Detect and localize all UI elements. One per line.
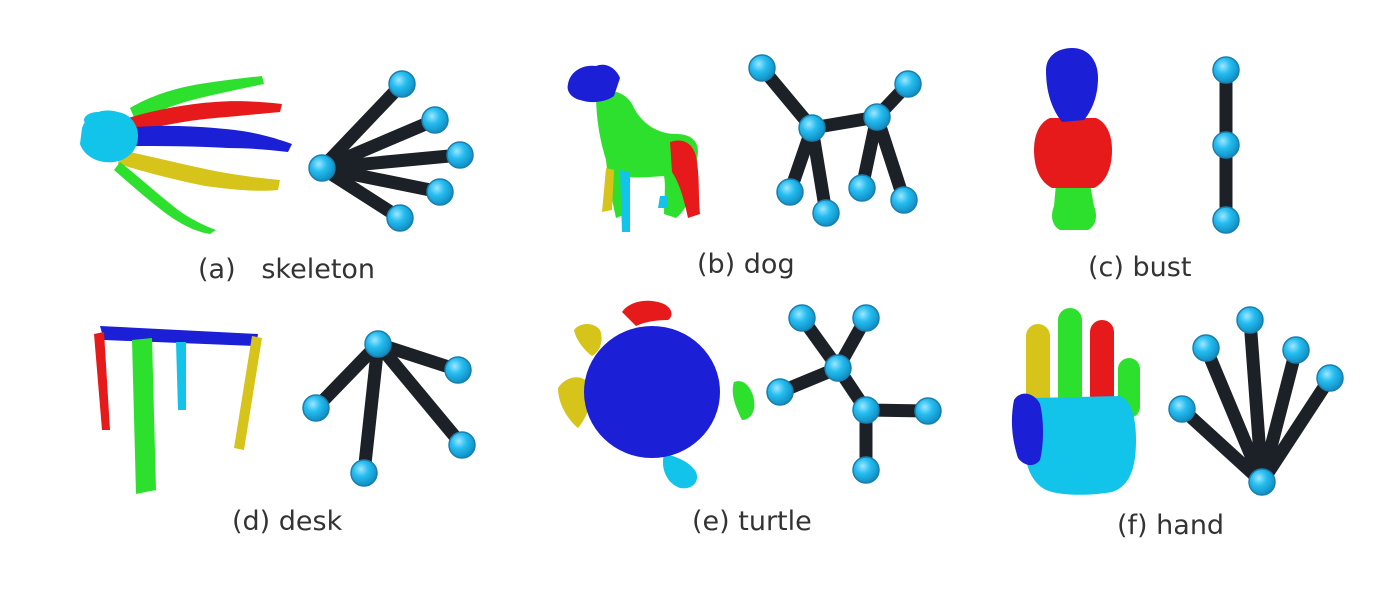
caption-f-hand: (f) hand (1117, 510, 1225, 541)
dog-graph (748, 54, 922, 227)
skeleton-node-root (308, 154, 336, 182)
desk-leg-cyan (176, 342, 186, 410)
skeleton-node (446, 141, 474, 169)
desk-node (364, 330, 392, 358)
dog-hind-leg-red (670, 140, 700, 218)
hand-node-root (1248, 468, 1276, 496)
bust-torso-red (1034, 118, 1112, 188)
desk-graph (302, 330, 476, 487)
turtle-flipper-green (732, 381, 755, 420)
dog-front-leg-cyan (620, 170, 630, 232)
dog-node (863, 103, 891, 131)
hand-thumb-blue (1011, 393, 1043, 466)
hand-node (1168, 395, 1196, 423)
caption-d-desk: (d) desk (232, 506, 343, 537)
hand-node (1316, 364, 1344, 392)
panel-a-skeleton (80, 70, 474, 234)
bust-graph (1212, 56, 1240, 234)
desk-leg-green (132, 338, 156, 494)
panel-c-bust (1034, 48, 1240, 234)
dog-node (890, 186, 918, 214)
skeleton-node (386, 204, 414, 232)
turtle-node (824, 354, 852, 382)
turtle-node (852, 304, 880, 332)
bust-node (1212, 206, 1240, 234)
desk-mesh (94, 326, 262, 494)
turtle-mesh (558, 300, 755, 489)
desk-node (444, 356, 472, 384)
skeleton-graph (308, 70, 474, 232)
skeleton-mesh (80, 76, 292, 234)
dog-head (567, 64, 620, 103)
skeleton-node (426, 178, 454, 206)
desk-leg-red (94, 332, 110, 430)
turtle-graph (766, 304, 942, 484)
bust-node (1212, 56, 1240, 84)
skeleton-node (421, 106, 449, 134)
panel-f-hand (1011, 306, 1344, 496)
dog-node (798, 114, 826, 142)
dog-node (776, 178, 804, 206)
hand-palm-cyan (1024, 396, 1136, 495)
caption-b-dog: (b) dog (697, 249, 795, 280)
hand-graph (1168, 306, 1344, 496)
skeleton-wrist-bone (84, 112, 112, 128)
bust-base-green (1052, 184, 1096, 230)
hand-finger-yellow (1026, 324, 1050, 410)
dog-front-leg-yellow (602, 168, 614, 212)
bust-node (1212, 131, 1240, 159)
turtle-flipper-yellow-1 (574, 324, 602, 356)
dog-mesh (567, 64, 700, 232)
turtle-flipper-yellow-2 (558, 377, 591, 428)
panel-d-desk (94, 326, 476, 494)
skeleton-node (388, 70, 416, 98)
desk-node (350, 459, 378, 487)
hand-node (1236, 306, 1264, 334)
turtle-tail-cyan (662, 454, 698, 489)
caption-e-turtle: (e) turtle (692, 506, 812, 537)
desk-node (448, 431, 476, 459)
turtle-node (852, 396, 880, 424)
dog-node (812, 199, 840, 227)
desk-leg-yellow (234, 336, 262, 450)
skeleton-finger-red (128, 101, 282, 132)
turtle-head-red (622, 300, 672, 326)
panel-b-dog (567, 54, 922, 232)
turtle-node (766, 378, 794, 406)
skeleton-finger-green-1 (130, 76, 264, 122)
skeleton-finger-blue (125, 125, 292, 152)
hand-finger-red (1090, 320, 1114, 408)
bust-mesh (1034, 48, 1112, 230)
panel-e-turtle (558, 300, 942, 489)
dog-node (748, 54, 776, 82)
turtle-node (914, 397, 942, 425)
hand-node (1282, 336, 1310, 364)
dog-node (894, 70, 922, 98)
turtle-shell-blue (584, 326, 720, 458)
hand-mesh (1011, 308, 1140, 495)
desk-node (302, 394, 330, 422)
skeleton-finger-yellow (118, 150, 280, 191)
dog-node (848, 174, 876, 202)
caption-a-skeleton: (a) skeleton (198, 254, 376, 285)
turtle-node (788, 304, 816, 332)
turtle-node (852, 456, 880, 484)
caption-c-bust: (c) bust (1088, 252, 1192, 283)
dog-hind-leg-cyan (658, 196, 668, 208)
hand-node (1192, 334, 1220, 362)
bust-head-blue (1046, 48, 1098, 122)
hand-finger-green (1058, 308, 1082, 408)
skeleton-finger-green-2 (114, 162, 216, 234)
